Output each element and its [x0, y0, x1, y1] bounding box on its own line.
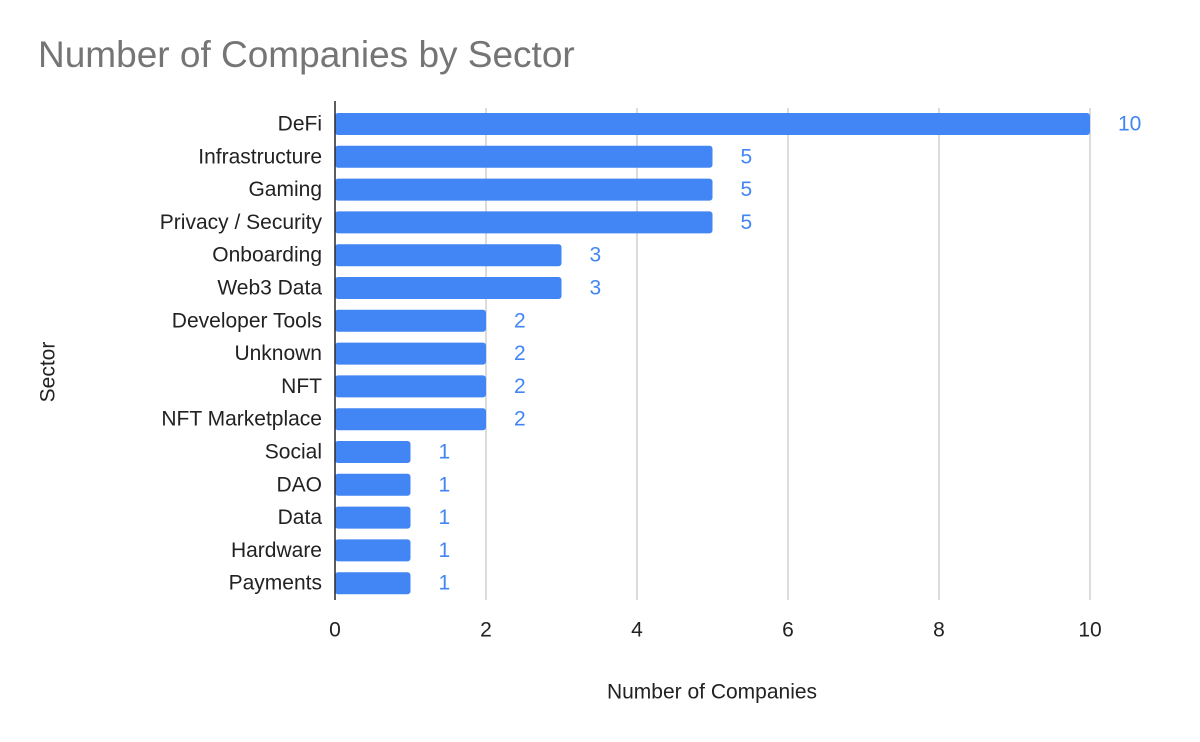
chart-title: Number of Companies by Sector	[38, 34, 575, 75]
bar	[335, 572, 411, 595]
bar	[335, 178, 713, 201]
bar	[335, 244, 562, 267]
data-label: 3	[590, 277, 602, 300]
x-tick-label: 2	[480, 619, 492, 642]
data-label: 2	[514, 342, 526, 365]
data-label: 10	[1118, 113, 1141, 136]
x-axis-title: Number of Companies	[607, 681, 817, 704]
y-tick-label: Infrastructure	[198, 145, 322, 168]
bar	[335, 375, 486, 398]
data-labels: 10 5 5 5 3 3 2 2 2 2 1 1 1 1 1	[439, 113, 1142, 595]
y-tick-label: Hardware	[231, 539, 322, 562]
y-tick-label: Social	[265, 441, 322, 464]
bar	[335, 408, 486, 431]
y-tick-label: Onboarding	[212, 244, 322, 267]
x-tick-label: 8	[933, 619, 945, 642]
x-tick-label: 0	[329, 619, 341, 642]
y-tick-label: Privacy / Security	[160, 211, 323, 234]
bar	[335, 473, 411, 496]
data-label: 5	[741, 145, 753, 168]
bar	[335, 145, 713, 168]
data-label: 1	[439, 441, 451, 464]
bar	[335, 277, 562, 299]
y-tick-label: Developer Tools	[172, 309, 322, 332]
y-tick-label: Unknown	[234, 342, 322, 365]
data-label: 2	[514, 408, 526, 431]
y-tick-label: DAO	[276, 473, 322, 496]
y-tick-label: Web3 Data	[217, 277, 322, 300]
data-label: 1	[439, 539, 451, 562]
bar	[335, 441, 411, 463]
x-tick-labels: 0 2 4 6 8 10	[329, 619, 1102, 642]
bar	[335, 342, 486, 365]
bar	[335, 113, 1090, 135]
data-label: 5	[741, 211, 753, 234]
data-label: 3	[590, 244, 602, 267]
data-label: 1	[439, 473, 451, 496]
data-label: 2	[514, 309, 526, 332]
bar	[335, 539, 411, 562]
x-tick-label: 10	[1078, 619, 1101, 642]
data-label: 5	[741, 178, 753, 201]
x-tick-label: 4	[631, 619, 643, 642]
y-tick-labels: DeFi Infrastructure Gaming Privacy / Securi…	[160, 113, 323, 595]
x-tick-label: 6	[782, 619, 794, 642]
bar	[335, 506, 411, 529]
y-axis-title: Sector	[37, 342, 60, 403]
y-tick-label: Data	[278, 506, 323, 529]
y-tick-label: DeFi	[278, 113, 322, 136]
bars	[335, 113, 1090, 595]
bar	[335, 211, 713, 234]
data-label: 2	[514, 375, 526, 398]
data-label: 1	[439, 572, 451, 595]
y-tick-label: NFT	[281, 375, 322, 398]
y-tick-label: NFT Marketplace	[161, 408, 322, 431]
bar	[335, 309, 486, 332]
y-tick-label: Payments	[229, 572, 322, 595]
y-tick-label: Gaming	[248, 178, 322, 201]
data-label: 1	[439, 506, 451, 529]
